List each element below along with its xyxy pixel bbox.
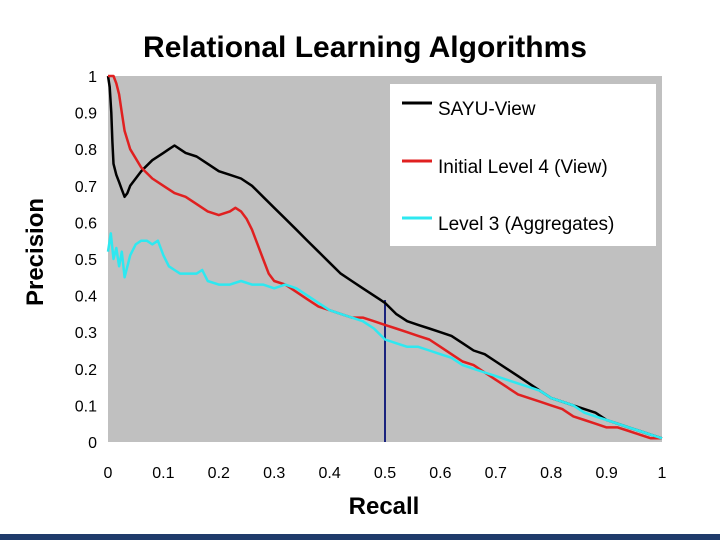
x-tick-label: 0.8 <box>540 465 562 482</box>
x-tick-label: 0.5 <box>374 465 396 482</box>
y-tick-label: 0.1 <box>75 398 97 415</box>
x-tick-label: 1 <box>658 465 667 482</box>
y-tick-label: 0.7 <box>75 179 97 196</box>
x-tick-label: 0.7 <box>485 465 507 482</box>
footer-bar <box>0 534 720 540</box>
x-tick-label: 0.6 <box>429 465 451 482</box>
legend-label-initial-level-4: Initial Level 4 (View) <box>438 157 608 178</box>
y-tick-label: 0.6 <box>75 215 97 232</box>
legend: SAYU-View Initial Level 4 (View) Level 3… <box>390 84 656 246</box>
legend-label-sayu-view: SAYU-View <box>438 99 536 120</box>
y-tick-label: 0.5 <box>75 252 97 269</box>
x-tick-label: 0.9 <box>595 465 617 482</box>
y-tick-label: 0.8 <box>75 142 97 159</box>
x-tick-label: 0.4 <box>318 465 340 482</box>
y-tick-label: 0.4 <box>75 289 97 306</box>
y-tick-label: 0.3 <box>75 325 97 342</box>
y-axis-label: Precision <box>22 198 49 306</box>
y-tick-label: 0.9 <box>75 106 97 123</box>
chart-title: Relational Learning Algorithms <box>143 31 587 64</box>
legend-box <box>390 84 656 246</box>
series-layer <box>106 74 663 440</box>
y-axis-ticks: 0 0.1 0.2 0.3 0.4 0.5 0.6 0.7 0.8 0.9 1 <box>75 69 97 452</box>
legend-label-level-3: Level 3 (Aggregates) <box>438 214 614 235</box>
x-tick-label: 0.2 <box>208 465 230 482</box>
x-tick-label: 0.1 <box>152 465 174 482</box>
y-tick-label: 1 <box>88 69 97 86</box>
x-tick-label: 0.3 <box>263 465 285 482</box>
x-axis-label: Recall <box>349 493 420 520</box>
x-axis-ticks: 0 0.1 0.2 0.3 0.4 0.5 0.6 0.7 0.8 0.9 1 <box>104 465 667 482</box>
y-tick-label: 0 <box>88 435 97 452</box>
series-line-level-3-aggregates <box>106 232 663 440</box>
y-tick-label: 0.2 <box>75 362 97 379</box>
x-tick-label: 0 <box>104 465 113 482</box>
